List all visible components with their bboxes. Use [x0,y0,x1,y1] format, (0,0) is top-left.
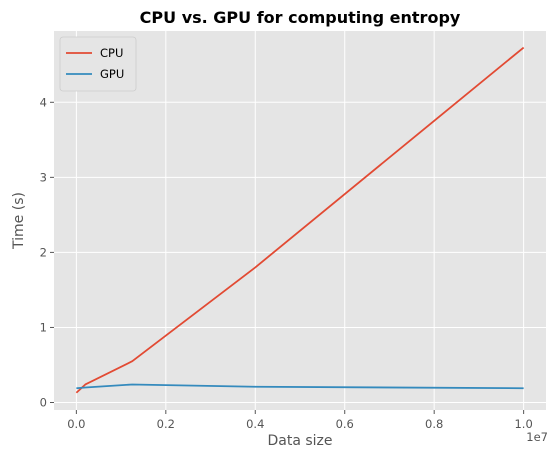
chart-title: CPU vs. GPU for computing entropy [140,8,461,27]
series-line-gpu [76,383,524,390]
y-tick-label: 2 [40,245,47,259]
x-tick-label: 0.4 [246,417,264,431]
x-axis-offset-label: 1e7 [526,430,548,444]
legend-label: GPU [100,67,124,81]
x-tick-label: 1.0 [514,417,532,431]
x-axis-ticks: 0.0 0.2 0.4 0.6 0.8 1.0 [67,410,533,431]
y-tick-label: 1 [40,320,47,334]
grid [54,31,546,410]
plot-area [54,31,546,410]
y-axis-ticks: 0 1 2 3 4 [40,95,54,409]
x-tick-label: 0.8 [425,417,443,431]
y-tick-label: 4 [40,95,47,109]
x-tick-label: 0.2 [157,417,175,431]
series-layer [75,46,525,394]
y-tick-label: 0 [40,395,47,409]
x-axis-label: Data size [267,433,332,449]
legend: CPU GPU [59,36,137,92]
y-tick-label: 3 [40,170,47,184]
x-tick-label: 0.6 [336,417,354,431]
legend-label: CPU [100,46,123,60]
y-axis-label: Time (s) [11,192,27,250]
legend-box [59,36,137,92]
x-tick-label: 0.0 [67,417,85,431]
